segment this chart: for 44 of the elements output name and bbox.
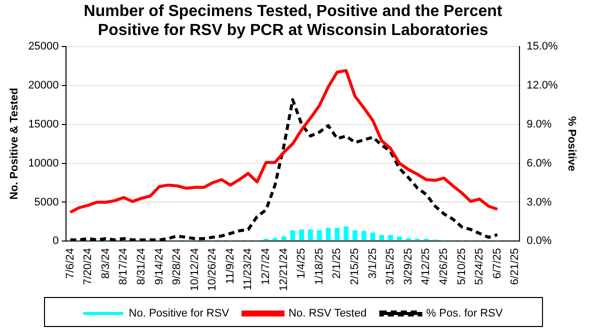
x-tick-label: 10/12/24 — [188, 248, 201, 292]
x-tick-label: 3/29/25 — [402, 248, 414, 285]
x-tick-label: 11/23/24 — [242, 248, 254, 290]
x-tick-label: 1/4/25 — [296, 248, 308, 279]
y-axis-title: No. Positive & Tested — [8, 88, 21, 200]
y-tick-label: 15000 — [28, 118, 59, 130]
y2-tick-label: 3.0% — [526, 196, 552, 208]
x-tick-label: 3/15/25 — [384, 248, 397, 285]
legend-label: No. Positive for RSV — [128, 308, 230, 320]
x-tick-label: 6/7/25 — [491, 248, 504, 279]
x-tick-label: 12/7/24 — [260, 248, 272, 285]
x-tick-label: 8/17/24 — [118, 248, 130, 285]
y2-axis-title: % Positive — [565, 116, 578, 172]
x-tick-label: 12/21/24 — [278, 248, 290, 292]
x-tick-label: 2/15/25 — [349, 248, 362, 285]
y-tick-label: 25000 — [28, 40, 59, 52]
y2-tick-label: 0.0% — [526, 235, 552, 248]
x-tick-label: 9/28/24 — [171, 248, 184, 285]
x-tick-label: 7/20/24 — [82, 248, 94, 285]
x-tick-label: 1/18/25 — [313, 248, 326, 285]
y2-tick-label: 15.0% — [526, 40, 558, 52]
x-tick-label: 8/3/24 — [100, 248, 112, 279]
x-tick-label: 4/12/25 — [420, 248, 432, 285]
y-tick-label: 5000 — [34, 196, 59, 208]
y-tick-label: 20000 — [28, 79, 59, 92]
legend-label: % Pos. for RSV — [426, 308, 504, 320]
x-tick-label: 3/1/25 — [366, 248, 379, 279]
y-tick-label: 10000 — [28, 157, 59, 170]
y2-tick-label: 6.0% — [526, 157, 552, 170]
x-tick-label: 2/1/25 — [331, 248, 344, 279]
x-tick-label: 11/9/24 — [224, 248, 236, 284]
x-tick-label: 7/6/24 — [64, 248, 76, 279]
legend-label: No. RSV Tested — [288, 308, 367, 320]
x-tick-label: 10/26/24 — [206, 248, 219, 292]
x-tick-label: 9/14/24 — [153, 248, 166, 285]
y-tick-label: 0 — [52, 235, 59, 248]
x-tick-label: 5/24/25 — [474, 248, 486, 285]
y2-tick-label: 12.0% — [526, 79, 558, 92]
x-tick-label: 8/31/24 — [135, 248, 148, 285]
x-tick-label: 5/10/25 — [456, 248, 468, 285]
y2-tick-label: 9.0% — [526, 118, 552, 130]
x-tick-label: 6/21/25 — [509, 248, 522, 285]
x-tick-label: 4/26/25 — [438, 248, 450, 285]
chart-title: Number of Specimens Tested, Positive and the Percent Positive for RSV by PCR at Wisconsin Laboratories — [84, 3, 503, 40]
